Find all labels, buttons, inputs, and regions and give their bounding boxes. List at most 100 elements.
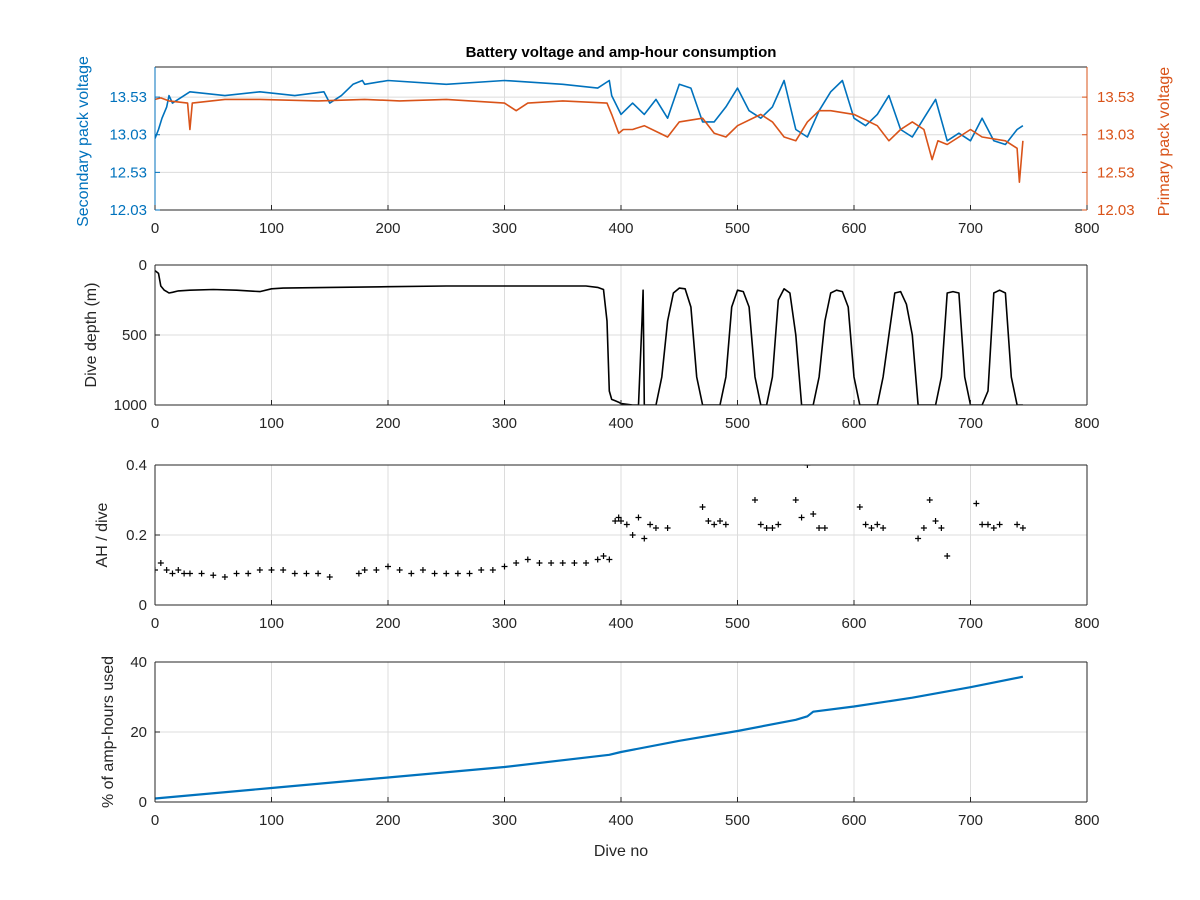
x-tick-label: 800 [1074,415,1099,432]
x-tick-label: 800 [1074,812,1099,829]
y-right-tick-label: 13.03 [1097,127,1135,144]
data-point [862,521,869,528]
data-point [326,574,333,580]
y-tick-label: 12.03 [109,202,147,219]
panel-percentused: 0 100 200 300 400 500 600 700 800 0 20 40 % of amp-h… [100,654,1100,860]
data-layer [155,79,1024,183]
data-point [1014,521,1021,528]
data-point [810,511,817,517]
y-tick-label: 0 [139,597,147,614]
data-point [973,500,980,507]
x-tick-label: 600 [841,220,866,237]
data-point [629,532,636,538]
x-tick-label: 0 [151,615,159,632]
data-point [647,521,654,528]
data-point [583,560,590,566]
x-tick-label: 400 [608,415,633,432]
x-tick-label: 100 [259,220,284,237]
y-tick-label: 0 [139,794,147,811]
data-point [181,570,188,577]
x-tick-label: 400 [608,615,633,632]
data-layer [155,465,1026,580]
data-layer [155,675,1024,800]
x-tick-label: 0 [151,812,159,829]
data-point [548,560,555,566]
x-tick-label: 100 [259,812,284,829]
y-axis-label: % of amp-hours used [100,656,117,808]
chart-title: Battery voltage and amp-hour consumption [466,44,777,61]
data-point [769,525,776,531]
data-point [792,497,799,503]
data-point [524,556,531,563]
data-point [751,497,758,503]
x-tick-label: 600 [841,812,866,829]
y-right-tick-label: 12.03 [1097,202,1135,219]
series-line-left-0 [155,79,1024,146]
x-tick-label: 400 [608,220,633,237]
data-point [990,525,997,531]
data-point [396,567,403,573]
data-point [763,525,770,531]
data-point [711,521,718,528]
x-tick-label: 700 [958,415,983,432]
x-tick-label: 600 [841,615,866,632]
data-point [245,570,252,577]
data-point [501,563,508,570]
data-point [874,521,881,528]
x-tick-label: 500 [725,220,750,237]
x-tick-label: 700 [958,615,983,632]
x-tick-label: 500 [725,415,750,432]
series-line-main-0 [155,675,1024,800]
x-tick-label: 100 [259,615,284,632]
data-point [618,518,624,524]
data-point [926,497,933,503]
data-point [361,567,368,573]
data-point [722,521,729,528]
x-tick-label: 800 [1074,615,1099,632]
data-point [559,560,566,566]
x-tick-label: 200 [375,615,400,632]
y-axis-label: AH / dive [94,502,111,567]
data-point [373,567,380,573]
data-point [163,567,170,573]
data-point [979,521,986,528]
data-point [419,567,426,573]
data-point [635,514,642,521]
y-tick-label: 12.53 [109,164,147,181]
data-point [856,504,863,510]
y-right-tick-label: 13.53 [1097,89,1135,106]
data-point [868,525,875,531]
x-tick-label: 700 [958,220,983,237]
y-axis-label: Dive depth (m) [83,283,100,388]
y-tick-label: 40 [130,654,147,671]
data-point [1019,525,1026,531]
data-point [221,574,228,580]
data-point [938,525,945,531]
data-point [175,567,182,573]
data-point [775,521,782,528]
data-point [385,563,391,570]
data-point [571,560,578,566]
data-point [478,567,485,573]
data-point [652,525,659,531]
x-tick-label: 200 [375,415,400,432]
data-point [984,521,991,528]
data-point [932,518,939,524]
y-axis-label-left: Secondary pack voltage [75,56,92,227]
x-tick-label: 600 [841,415,866,432]
x-axis-label: Dive no [594,843,648,860]
y-tick-label: 20 [130,724,147,741]
data-layer [155,269,1023,405]
data-point [210,572,217,579]
data-point [880,525,887,531]
y-tick-label: 500 [122,327,147,344]
data-point [623,521,630,528]
data-point [664,525,671,531]
data-point [157,560,164,566]
data-point [996,521,1003,528]
data-point [757,521,764,528]
data-point [431,570,438,577]
data-point [816,525,823,531]
x-tick-label: 300 [492,220,517,237]
